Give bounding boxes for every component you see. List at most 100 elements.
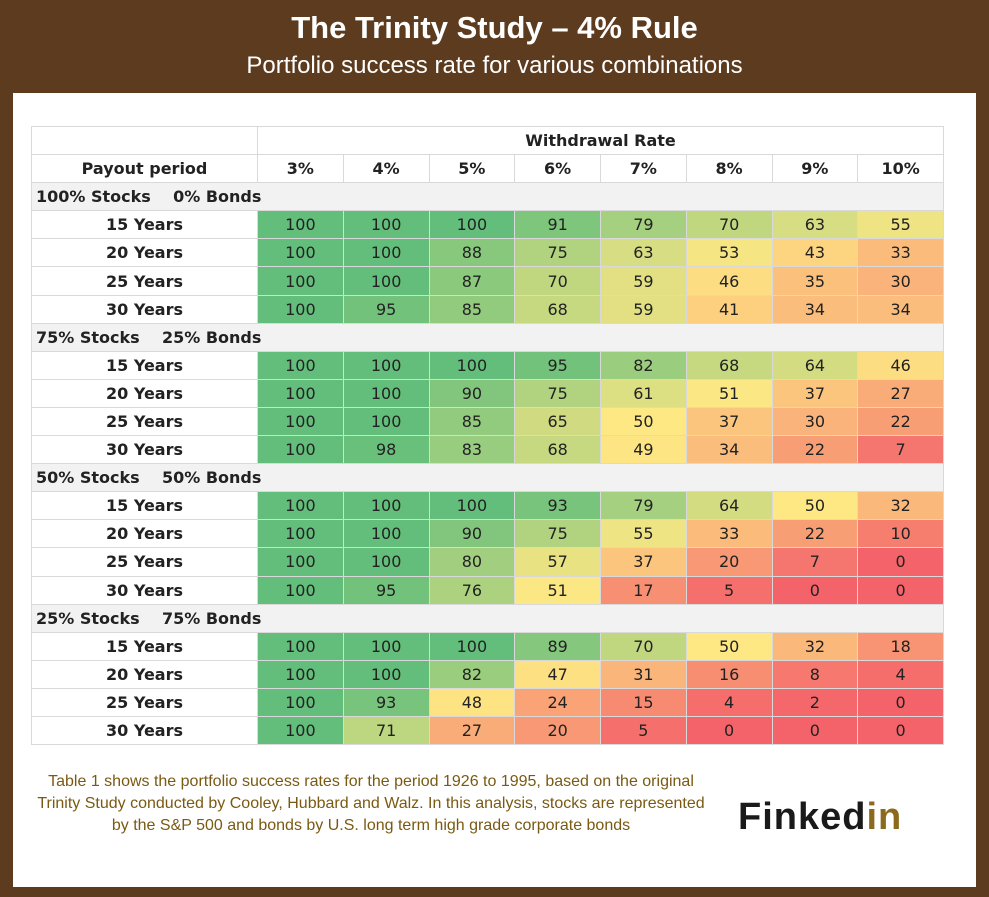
logo-text-part2: in — [866, 796, 903, 838]
value-cell: 95 — [342, 575, 430, 605]
value-cell: 63 — [771, 210, 859, 240]
value-cell: 100 — [428, 491, 516, 521]
footnote: Table 1 shows the portfolio success rate… — [37, 773, 705, 834]
column-header-1: 3% — [257, 154, 344, 184]
value-cell: 0 — [771, 715, 859, 746]
value-cell: 70 — [685, 210, 773, 240]
value-cell: 100 — [257, 406, 344, 437]
value-cell: 50 — [685, 631, 773, 661]
value-cell: 100 — [257, 294, 344, 324]
value-cell: 68 — [514, 435, 601, 465]
value-cell: 0 — [857, 575, 944, 605]
row-label: 20 Years — [31, 519, 258, 549]
value-cell: 8 — [771, 659, 859, 689]
value-cell: 100 — [257, 350, 344, 380]
value-cell: 22 — [771, 519, 859, 549]
value-cell: 55 — [600, 519, 687, 549]
group-label: 25% Stocks 75% Bonds — [31, 603, 944, 633]
value-cell: 59 — [600, 294, 687, 324]
value-cell: 100 — [428, 631, 516, 661]
value-cell: 100 — [257, 491, 344, 521]
column-header-7: 9% — [771, 154, 859, 184]
value-cell: 17 — [600, 575, 687, 605]
row-label: 15 Years — [31, 631, 258, 661]
table-row: 15 Years 100 100 100 89 70 50 32 18 — [31, 631, 944, 661]
value-cell: 75 — [514, 378, 601, 408]
row-header-label: Payout period — [31, 154, 258, 184]
value-cell: 22 — [857, 406, 944, 437]
value-cell: 91 — [514, 210, 601, 240]
value-cell: 68 — [514, 294, 601, 324]
row-label: 15 Years — [31, 491, 258, 521]
value-cell: 80 — [428, 547, 516, 577]
value-cell: 0 — [857, 547, 944, 577]
row-label: 15 Years — [31, 350, 258, 380]
value-cell: 30 — [771, 406, 859, 437]
value-cell: 0 — [857, 687, 944, 717]
row-label: 30 Years — [31, 435, 258, 465]
column-group-row: Withdrawal Rate — [31, 125, 944, 156]
group-header-row: 75% Stocks 25% Bonds — [31, 322, 944, 352]
group-label: 75% Stocks 25% Bonds — [31, 322, 944, 352]
value-cell: 70 — [514, 266, 601, 296]
value-cell: 20 — [685, 547, 773, 577]
value-cell: 82 — [600, 350, 687, 380]
table-row: 20 Years 100 100 90 75 55 33 22 10 — [31, 519, 944, 549]
value-cell: 100 — [342, 659, 430, 689]
value-cell: 27 — [857, 378, 944, 408]
value-cell: 100 — [342, 519, 430, 549]
column-header-2: 4% — [342, 154, 430, 184]
value-cell: 50 — [600, 406, 687, 437]
value-cell: 37 — [771, 378, 859, 408]
value-cell: 88 — [428, 238, 516, 268]
value-cell: 7 — [857, 435, 944, 465]
column-header-5: 7% — [600, 154, 687, 184]
table-row: 25 Years 100 100 87 70 59 46 35 30 — [31, 266, 944, 296]
column-header-4: 6% — [514, 154, 601, 184]
value-cell: 82 — [428, 659, 516, 689]
corner-cell — [31, 125, 258, 156]
value-cell: 100 — [257, 210, 344, 240]
value-cell: 43 — [771, 238, 859, 268]
group-label: 100% Stocks 0% Bonds — [31, 182, 944, 212]
value-cell: 18 — [857, 631, 944, 661]
row-label: 20 Years — [31, 238, 258, 268]
value-cell: 85 — [428, 294, 516, 324]
page-subtitle: Portfolio success rate for various combi… — [246, 52, 743, 79]
group-header-row: 25% Stocks 75% Bonds — [31, 603, 944, 633]
row-label: 20 Years — [31, 659, 258, 689]
value-cell: 37 — [685, 406, 773, 437]
value-cell: 100 — [342, 210, 430, 240]
table-row: 25 Years 100 100 80 57 37 20 7 0 — [31, 547, 944, 577]
value-cell: 35 — [771, 266, 859, 296]
value-cell: 76 — [428, 575, 516, 605]
value-cell: 5 — [600, 715, 687, 746]
value-cell: 100 — [257, 238, 344, 268]
value-cell: 64 — [685, 491, 773, 521]
value-cell: 100 — [428, 210, 516, 240]
value-cell: 7 — [771, 547, 859, 577]
value-cell: 65 — [514, 406, 601, 437]
table-row: 25 Years 100 93 48 24 15 4 2 0 — [31, 687, 944, 717]
value-cell: 100 — [342, 547, 430, 577]
value-cell: 83 — [428, 435, 516, 465]
value-cell: 20 — [514, 715, 601, 746]
table-row: 20 Years 100 100 90 75 61 51 37 27 — [31, 378, 944, 408]
value-cell: 95 — [342, 294, 430, 324]
value-cell: 32 — [857, 491, 944, 521]
column-header-row: Payout period 3% 4% 5% 6% 7% 8% 9% 10% — [31, 154, 944, 184]
logo-text-part1: Finked — [738, 796, 867, 838]
value-cell: 30 — [857, 266, 944, 296]
table-row: 30 Years 100 98 83 68 49 34 22 7 — [31, 435, 944, 465]
column-header-8: 10% — [857, 154, 944, 184]
group-header-row: 50% Stocks 50% Bonds — [31, 463, 944, 493]
table-row: 15 Years 100 100 100 91 79 70 63 55 — [31, 210, 944, 240]
value-cell: 100 — [257, 266, 344, 296]
value-cell: 100 — [257, 715, 344, 746]
value-cell: 100 — [342, 631, 430, 661]
value-cell: 50 — [771, 491, 859, 521]
value-cell: 64 — [771, 350, 859, 380]
value-cell: 100 — [257, 435, 344, 465]
value-cell: 10 — [857, 519, 944, 549]
